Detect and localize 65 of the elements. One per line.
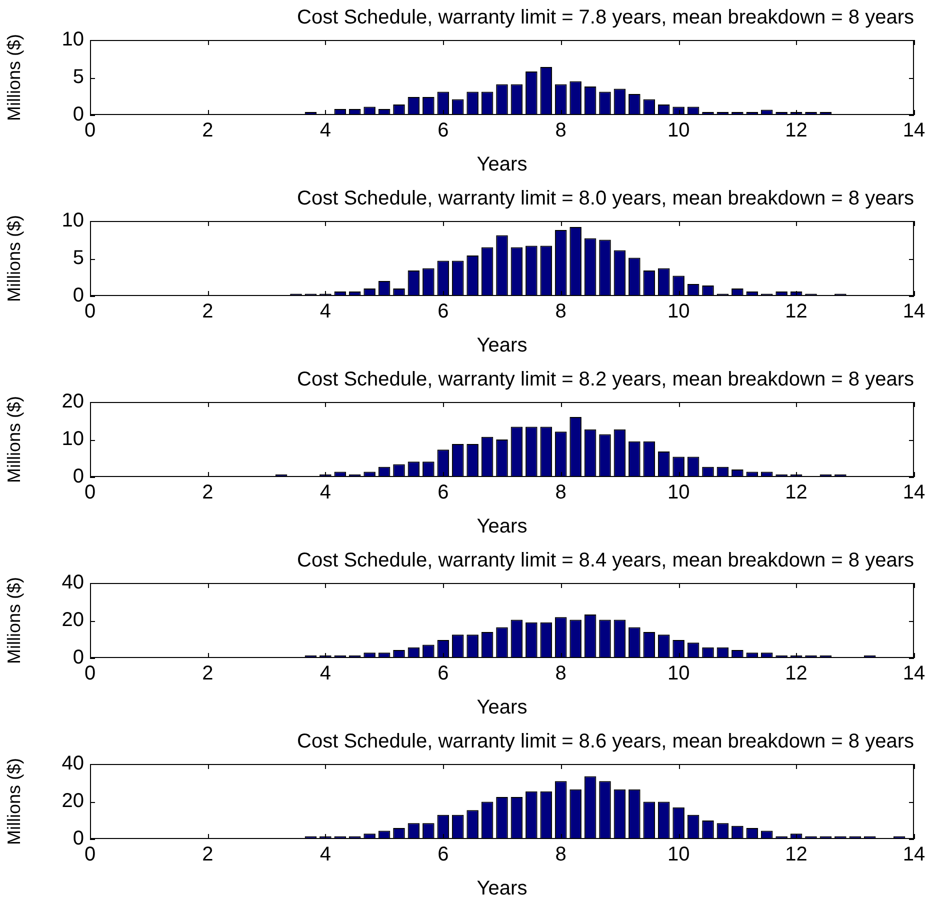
chart-title: Cost Schedule, warranty limit = 8.6 years, mean breakdown = 8 years — [297, 730, 914, 753]
x-tick-label: 12 — [785, 482, 808, 504]
x-tick-label: 14 — [902, 662, 926, 685]
x-tick-label: 6 — [438, 844, 449, 866]
x-tick-label: 12 — [785, 662, 808, 685]
x-tick-label: 4 — [320, 120, 331, 142]
x-tick-label: 10 — [667, 844, 690, 866]
y-tick-label: 0 — [72, 466, 84, 488]
y-tick-label: 10 — [62, 428, 84, 450]
x-axis-title: Years — [476, 696, 528, 719]
chart-title: Cost Schedule, warranty limit = 8.4 years, mean breakdown = 8 years — [297, 550, 914, 572]
x-tick-label: 14 — [902, 300, 926, 323]
x-tick-label: 10 — [667, 662, 690, 685]
x-tick-label: 4 — [320, 300, 331, 323]
x-tick-label: 6 — [438, 300, 449, 323]
x-tick-label: 14 — [902, 844, 926, 866]
x-tick-label: 6 — [438, 120, 449, 142]
y-tick-label: 10 — [62, 28, 84, 51]
x-tick-label: 8 — [555, 844, 566, 866]
y-tick-label: 0 — [72, 828, 84, 850]
x-axis-title: Years — [476, 516, 528, 538]
x-axis-title: Years — [476, 154, 528, 176]
y-tick-label: 0 — [72, 284, 84, 307]
x-axis-title: Years — [476, 878, 528, 900]
y-tick-label: 0 — [72, 646, 84, 669]
x-tick-label: 2 — [202, 300, 214, 323]
y-tick-label: 40 — [62, 572, 84, 594]
y-tick-label: 20 — [62, 390, 84, 413]
x-tick-label: 12 — [785, 300, 808, 323]
x-tick-label: 4 — [320, 482, 331, 504]
x-tick-label: 6 — [438, 482, 449, 504]
x-axis-title: Years — [476, 334, 528, 357]
x-tick-label: 10 — [667, 300, 690, 323]
y-axis-title: Millions ($) — [4, 34, 24, 122]
x-tick-label: 6 — [438, 662, 449, 685]
x-tick-label: 2 — [202, 482, 214, 504]
y-axis-title: Millions ($) — [4, 576, 24, 664]
y-tick-label: 5 — [72, 247, 84, 270]
x-tick-label: 8 — [555, 120, 566, 142]
x-tick-label: 10 — [667, 482, 690, 504]
x-tick-label: 2 — [202, 662, 214, 685]
y-tick-label: 10 — [62, 210, 84, 232]
x-tick-label: 2 — [202, 120, 214, 142]
y-axis-title: Millions ($) — [4, 214, 24, 302]
y-tick-label: 0 — [72, 104, 84, 126]
y-axis-title: Millions ($) — [4, 758, 24, 846]
y-axis-title: Millions ($) — [4, 396, 24, 484]
chart-title: Cost Schedule, warranty limit = 8.0 years, mean breakdown = 8 years — [297, 188, 914, 210]
x-tick-label: 8 — [555, 300, 566, 323]
chart-title: Cost Schedule, warranty limit = 7.8 years, mean breakdown = 8 years — [297, 6, 914, 29]
x-tick-label: 14 — [902, 120, 926, 142]
x-tick-label: 12 — [785, 120, 808, 142]
x-tick-label: 10 — [667, 120, 690, 142]
chart-title: Cost Schedule, warranty limit = 8.2 years, mean breakdown = 8 years — [297, 368, 914, 391]
y-tick-label: 5 — [72, 66, 84, 88]
x-tick-label: 2 — [202, 844, 214, 866]
y-tick-label: 20 — [62, 609, 84, 632]
x-tick-label: 4 — [320, 662, 331, 685]
x-tick-label: 8 — [555, 482, 566, 504]
x-tick-label: 12 — [785, 844, 808, 866]
x-tick-label: 14 — [902, 482, 926, 504]
y-tick-label: 40 — [62, 752, 84, 775]
x-tick-label: 8 — [555, 662, 566, 685]
x-tick-label: 4 — [320, 844, 331, 866]
y-tick-label: 20 — [62, 790, 84, 812]
